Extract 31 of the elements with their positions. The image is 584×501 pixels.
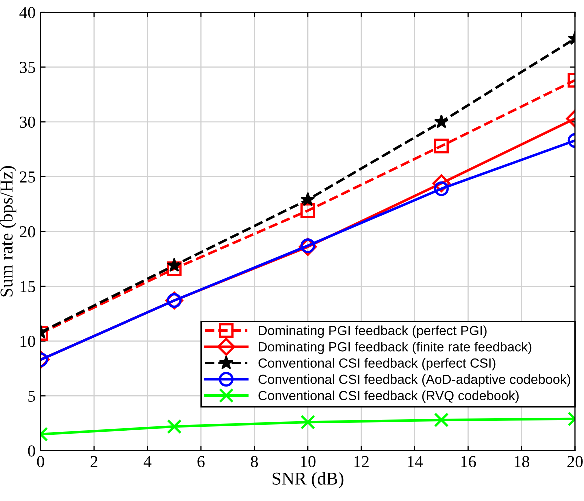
y-tick-label: 40 bbox=[20, 7, 36, 18]
y-tick-label: 10 bbox=[20, 336, 36, 348]
y-tick-label: 0 bbox=[28, 446, 36, 457]
x-tick-label: 14 bbox=[408, 456, 424, 468]
x-tick-label: 0 bbox=[37, 456, 44, 468]
x-axis-title: SNR (dB) bbox=[272, 472, 344, 489]
y-tick-label: 5 bbox=[28, 390, 36, 402]
point bbox=[300, 415, 316, 430]
y-tick-label: 35 bbox=[20, 62, 36, 74]
legend-label: Conventional CSI feedback (AoD-adaptive codebook) bbox=[258, 374, 570, 387]
x-tick-label: 16 bbox=[462, 456, 476, 468]
legend-label: Dominating PGI feedback (finite rate feedback) bbox=[259, 342, 532, 354]
x-tick-label: 2 bbox=[90, 456, 98, 468]
y-tick-label: 30 bbox=[20, 116, 36, 128]
legend-label: Conventional CSI feedback (RVQ codebook) bbox=[258, 390, 519, 404]
x-tick-label: 12 bbox=[354, 456, 369, 468]
x-tick-label: 6 bbox=[198, 456, 205, 468]
y-tick-label: 15 bbox=[20, 281, 36, 292]
y-axis-title: Sum rate (bps/Hz) bbox=[0, 166, 17, 297]
x-tick-label: 10 bbox=[301, 456, 316, 468]
x-tick-label: 4 bbox=[144, 456, 152, 468]
legend-label: Dominating PGI feedback (perfect PGI) bbox=[259, 326, 487, 338]
y-tick-label: 20 bbox=[20, 226, 36, 238]
x-tick-label: 8 bbox=[251, 456, 258, 468]
x-tick-label: 20 bbox=[568, 456, 583, 468]
point bbox=[299, 238, 318, 256]
x-tick-label: 18 bbox=[514, 456, 530, 468]
y-tick-label: 25 bbox=[20, 172, 36, 183]
legend-label: Conventional CSI feedback (perfect CSI) bbox=[258, 358, 496, 371]
point bbox=[300, 192, 316, 206]
point bbox=[300, 204, 316, 218]
